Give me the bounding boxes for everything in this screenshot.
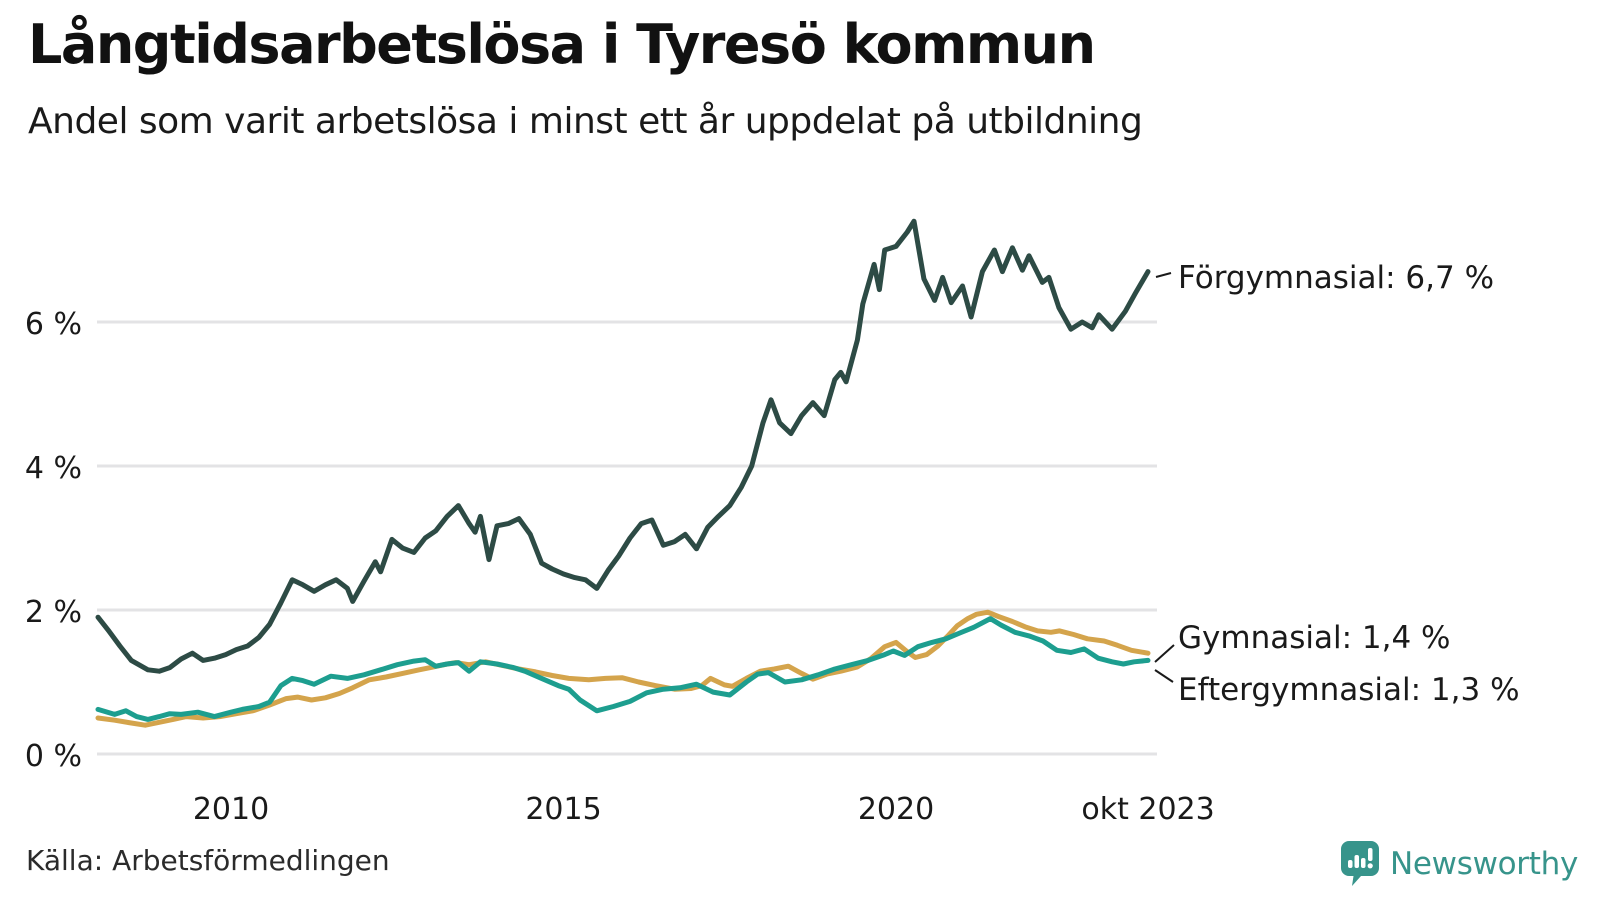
x-tick-label: 2015: [525, 792, 601, 827]
x-tick-label: 2020: [858, 792, 934, 827]
series-label-connector-gymnasial: [1154, 644, 1175, 663]
x-tick-label: okt 2023: [1081, 792, 1214, 827]
series-line-eftergymnasial: [95, 616, 1151, 722]
source-note: Källa: Arbetsförmedlingen: [26, 844, 390, 877]
newsworthy-brand-name: Newsworthy: [1390, 845, 1578, 882]
series-end-label-eftergymnasial: Eftergymnasial: 1,3 %: [1178, 672, 1520, 708]
series-label-connector-eftergymnasial: [1154, 669, 1174, 683]
y-tick-label: 0 %: [25, 739, 82, 774]
y-tick-label: 6 %: [25, 307, 82, 342]
page-title: Långtidsarbetslösa i Tyresö kommun: [28, 13, 1096, 76]
series-label-connector-forgymnasial: [1155, 272, 1172, 278]
series-line-forgymnasial: [95, 218, 1151, 674]
y-tick-label: 4 %: [25, 451, 82, 486]
page-subtitle: Andel som varit arbetslösa i minst ett å…: [28, 101, 1143, 143]
series-end-label-gymnasial: Gymnasial: 1,4 %: [1178, 620, 1451, 656]
chart-header: Långtidsarbetslösa i Tyresö kommun Andel…: [28, 13, 1568, 143]
y-tick-label: 2 %: [25, 595, 82, 630]
series-end-label-forgymnasial: Förgymnasial: 6,7 %: [1178, 260, 1494, 296]
x-tick-label: 2010: [193, 792, 269, 827]
newsworthy-brand[interactable]: Newsworthy: [1340, 840, 1578, 887]
newsworthy-logo-icon: [1341, 841, 1380, 886]
